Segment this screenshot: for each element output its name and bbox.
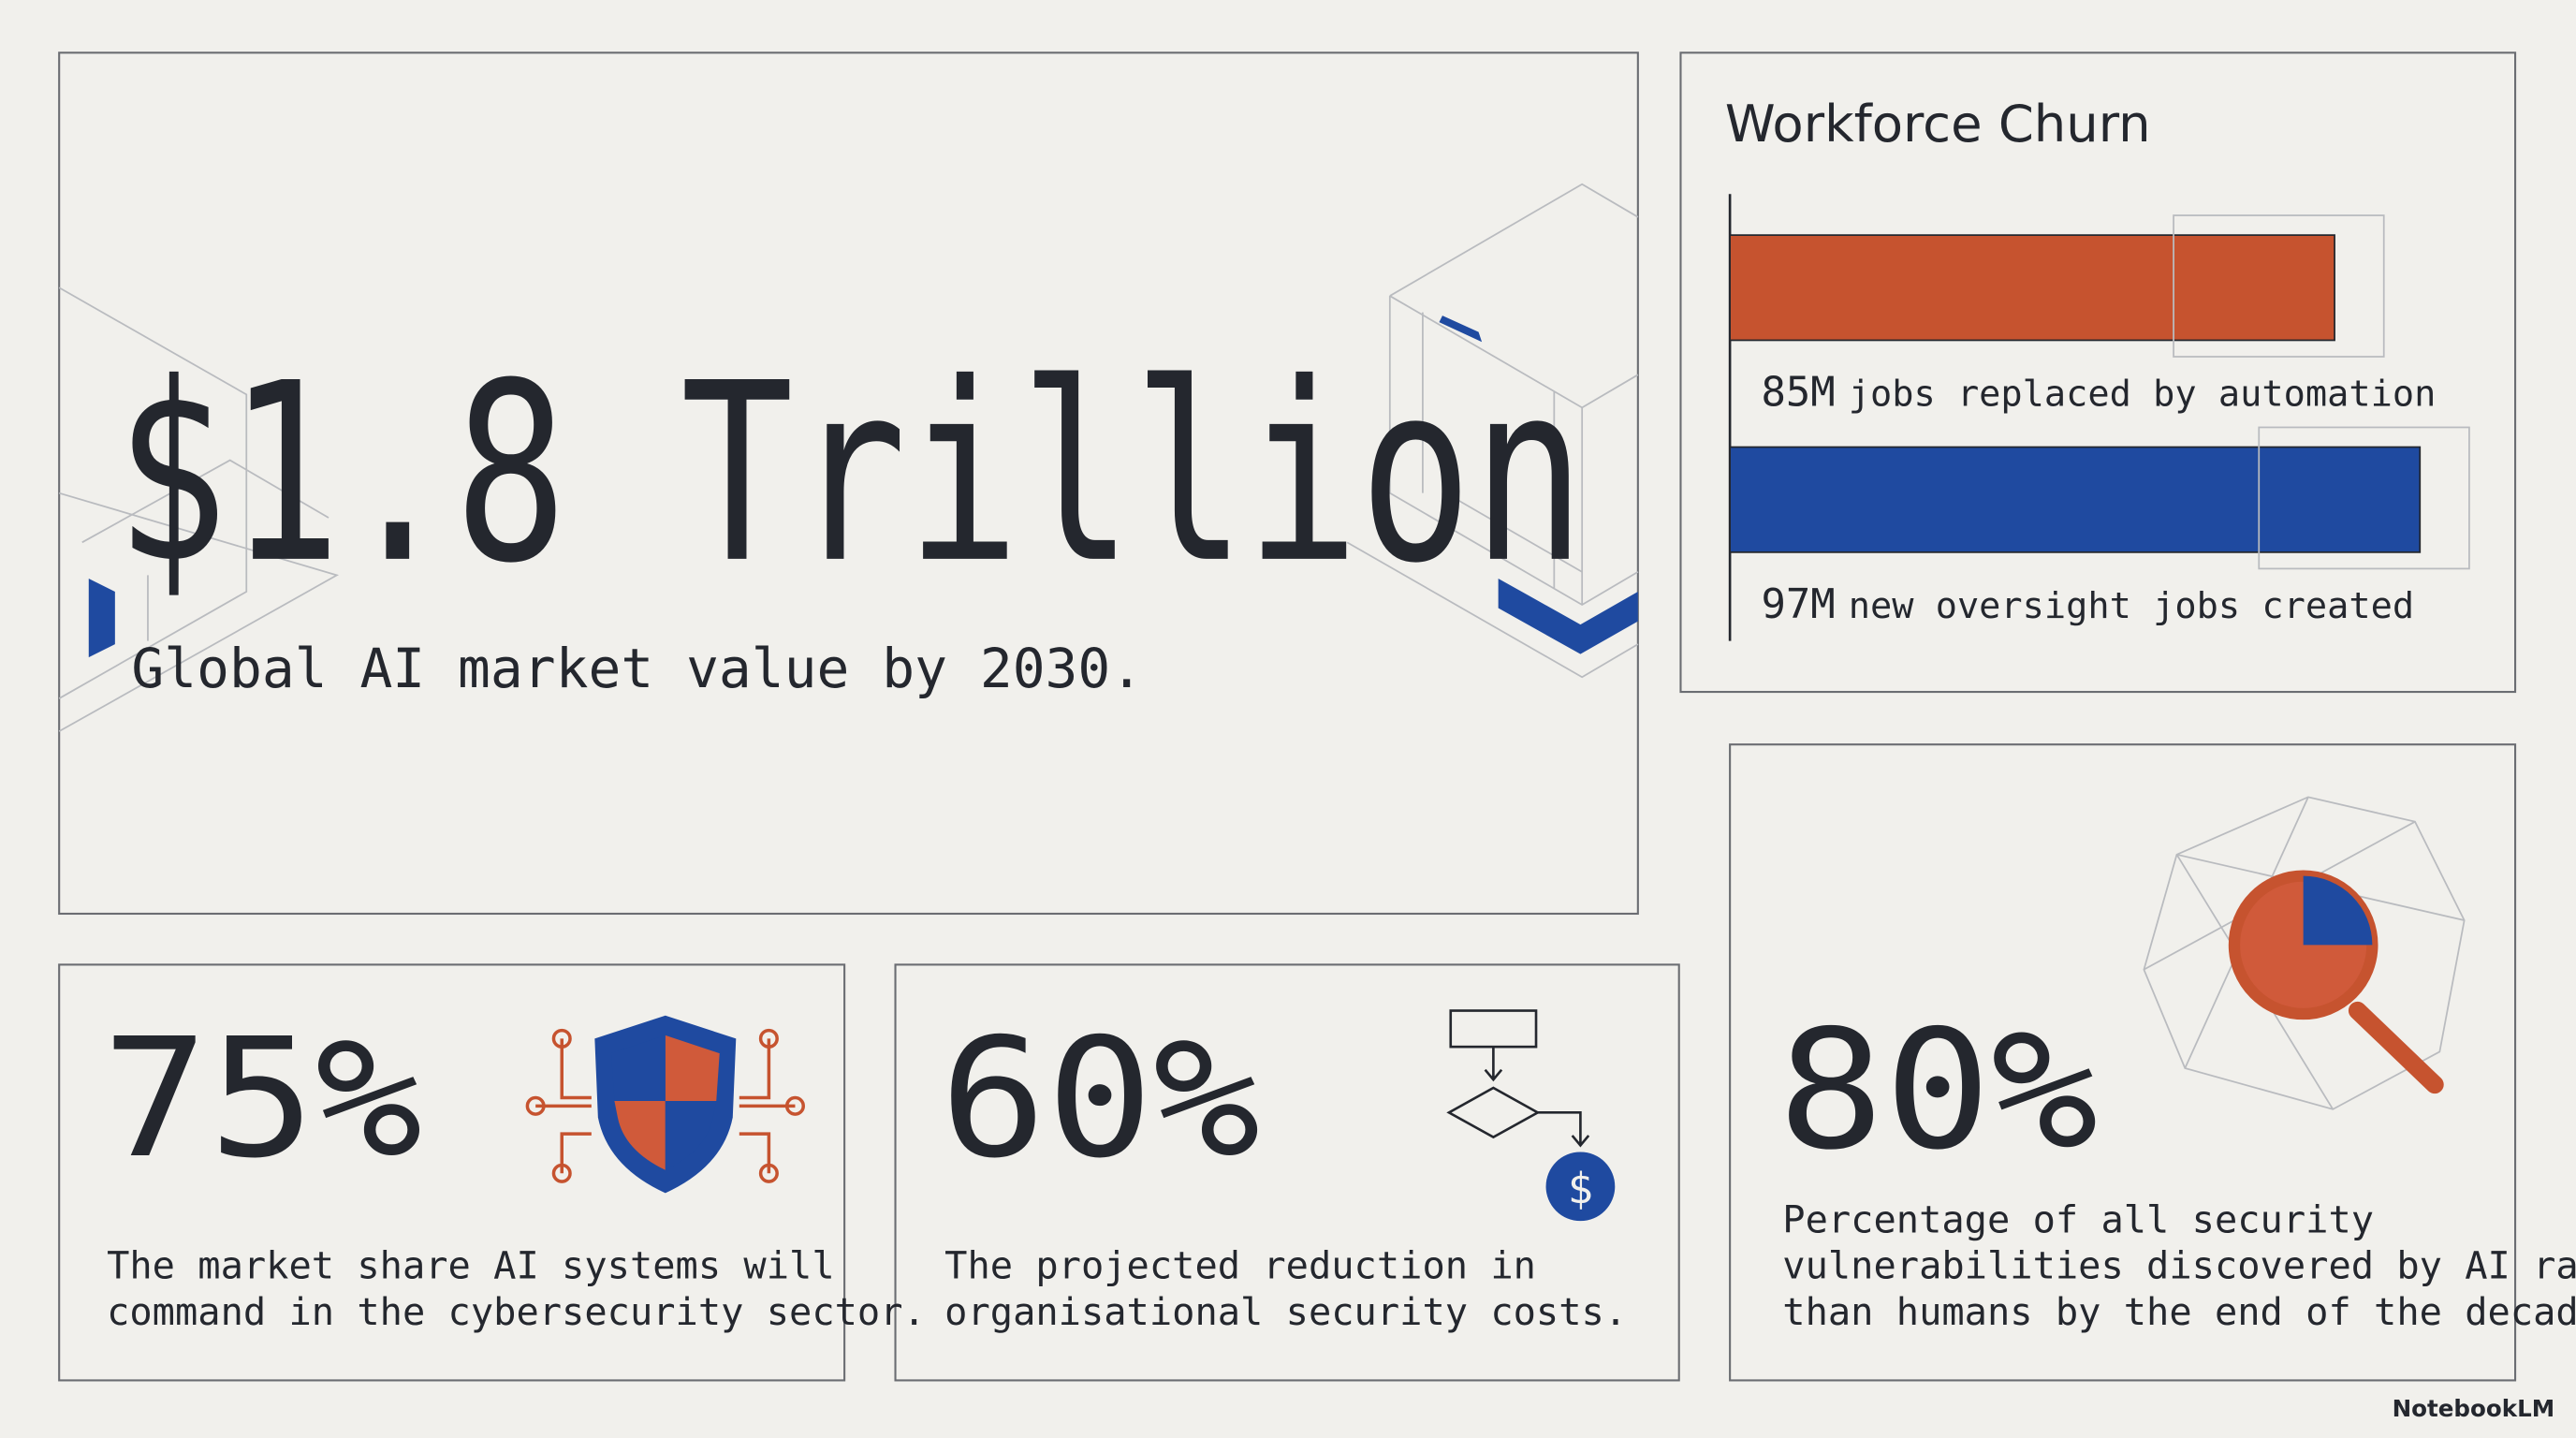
churn-panel (1679, 51, 2517, 694)
stat-caption: organisational security costs. (944, 1290, 1627, 1334)
shield-icon (525, 1015, 805, 1194)
stat-value: 75% (102, 1004, 422, 1195)
svg-text:$: $ (1568, 1164, 1593, 1213)
stat-panel (1729, 743, 2517, 1382)
bar-caption: new oversight jobs created (1849, 585, 2414, 627)
main-caption: Global AI market value by 2030. (131, 637, 1143, 700)
stat-value: 60% (940, 1004, 1260, 1195)
churn-title: Workforce Churn (1725, 95, 2151, 154)
bar-label: 85M jobs replaced by automation (1761, 369, 2436, 417)
bar-decoration (2173, 214, 2385, 358)
stat-caption: vulnerabilities discovered by AI rather (1782, 1244, 2576, 1288)
bar-label: 97M new oversight jobs created (1761, 580, 2414, 628)
bar-decoration (2258, 426, 2470, 570)
stats: 75% The market share AI systems willcomma… (102, 995, 2576, 1334)
stat-caption: than humans by the end of the decade. (1782, 1290, 2576, 1334)
bar (1729, 234, 2335, 342)
brand: NotebookLM (2393, 1395, 2555, 1422)
bar-value: 97M (1761, 580, 1835, 628)
stat-caption: command in the cybersecurity sector. (107, 1290, 926, 1334)
stat-panel (894, 963, 1680, 1382)
bar-caption: jobs replaced by automation (1849, 374, 2437, 416)
main-value: $1.8 Trillion (115, 331, 1586, 618)
stat-panel (58, 963, 846, 1382)
stat-caption: Percentage of all security (1782, 1197, 2374, 1241)
churn-bars: 85M jobs replaced by automation 97M new ove… (1729, 214, 2470, 628)
stat-value: 80% (1778, 995, 2098, 1186)
magnifier-icon (2143, 796, 2466, 1110)
stat-caption: The market share AI systems will (107, 1244, 835, 1288)
stat-caption: The projected reduction in (944, 1244, 1536, 1288)
isometric-decoration (58, 183, 1639, 732)
flow-icon: $ (1446, 1009, 1616, 1222)
main-panel (58, 51, 1639, 916)
bar (1729, 446, 2422, 553)
bar-value: 85M (1761, 369, 1835, 417)
